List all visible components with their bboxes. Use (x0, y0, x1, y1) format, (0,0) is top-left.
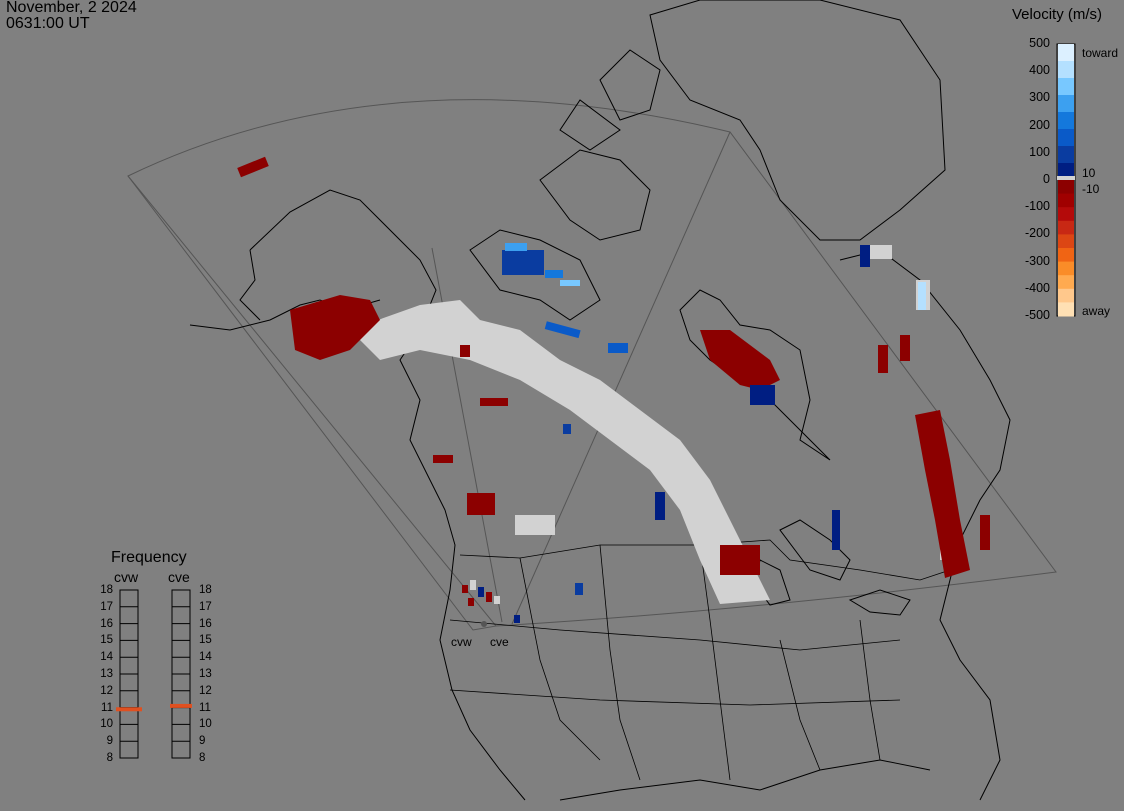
velocity-tick-label: 200 (1029, 117, 1050, 132)
frequency-title: Frequency (111, 549, 187, 566)
date-label: November, 2 2024 (6, 0, 137, 16)
colorbar-away-segment (1058, 193, 1074, 208)
frequency-scale-label-left: 8 (106, 752, 113, 764)
colorbar-away-segment (1058, 288, 1074, 303)
velocity-tick-label: 500 (1029, 36, 1050, 50)
velocity-tick-label: 100 (1029, 144, 1050, 159)
velocity-tick-label: -400 (1024, 280, 1050, 295)
frequency-scale-label-right: 18 (199, 584, 212, 596)
velocity-colorbar (1056, 43, 1076, 317)
colorbar-away-segment (1058, 220, 1074, 235)
frequency-scale-label-left: 14 (100, 651, 113, 664)
toward-label: toward (1082, 46, 1119, 60)
frequency-scale-label-left: 10 (100, 718, 113, 731)
colorbar-away-segment (1058, 248, 1074, 263)
colorbar-toward-segment (1058, 112, 1074, 130)
colorbar-away-segment (1058, 302, 1074, 317)
borders (449, 539, 951, 781)
inner-label-negative: -10 (1082, 182, 1100, 196)
frequency-scale-label-left: 15 (100, 634, 113, 647)
frequency-scale-label-left: 12 (100, 684, 113, 697)
frequency-scale-label-left: 17 (100, 600, 113, 613)
frequency-scale-label-right: 16 (199, 617, 212, 630)
velocity-tick-label: 400 (1029, 63, 1050, 78)
colorbar-toward-segment (1058, 44, 1074, 62)
frequency-scale-label-right: 15 (199, 634, 212, 647)
frequency-scale-label-right: 8 (199, 752, 206, 764)
frequency-scale-label-right: 11 (199, 701, 211, 714)
frequency-scale-label-right: 9 (199, 735, 206, 748)
colorbar-away-segment (1058, 234, 1074, 249)
colorbar-away-segment (1058, 207, 1074, 222)
velocity-toward-scatter (502, 243, 926, 595)
frequency-scale-label-right: 12 (199, 684, 212, 697)
frequency-scale-label-right: 14 (199, 651, 212, 664)
inner-label-positive: 10 (1082, 166, 1096, 180)
frequency-radar-cvw: cvw (114, 569, 139, 585)
frequency-scale-label-left: 11 (101, 701, 113, 714)
colorbar-toward-segment (1058, 61, 1074, 79)
radar-label-cvw: cvw (451, 635, 472, 649)
radar-label-cve: cve (490, 635, 509, 649)
frequency-scale-label-left: 13 (100, 668, 113, 680)
colorbar-toward-segment (1058, 146, 1074, 164)
frequency-scale-label-left: 16 (100, 617, 113, 630)
frequency-scale-label-right: 13 (199, 668, 212, 680)
frequency-scale-label-right: 17 (199, 600, 212, 613)
ground-scatter (350, 245, 950, 604)
colorbar-toward-segment (1058, 78, 1074, 96)
colorbar-away-segment (1058, 261, 1074, 276)
colorbar-away-segment (1058, 275, 1074, 290)
colorbar-toward-segment (1058, 95, 1074, 113)
frequency-scale-label-left: 9 (106, 735, 113, 748)
velocity-away-scatter (237, 156, 990, 578)
frequency-scale-label-left: 18 (100, 584, 113, 596)
velocity-scale-title: Velocity (m/s) (1012, 6, 1103, 23)
fov-outlines (127, 99, 1057, 631)
velocity-tick-label: -300 (1024, 253, 1050, 268)
velocity-tick-label: -100 (1024, 199, 1050, 214)
velocity-tick-label: 300 (1029, 90, 1050, 105)
colorbar-away-segment (1058, 180, 1074, 195)
frequency-gauges (116, 589, 192, 759)
velocity-tick-label: -200 (1024, 226, 1050, 241)
frequency-radar-cve: cve (168, 569, 190, 585)
velocity-tick-label: -500 (1024, 308, 1050, 322)
radar-site-cluster (462, 580, 520, 627)
frequency-scale-label-right: 10 (199, 718, 212, 731)
away-label: away (1082, 304, 1111, 318)
time-label: 0631:00 UT (6, 15, 90, 32)
cvw-frequency-marker (116, 707, 142, 712)
velocity-tick-label: 0 (1043, 172, 1050, 186)
cve-frequency-marker (170, 703, 192, 708)
colorbar-toward-segment (1058, 129, 1074, 147)
